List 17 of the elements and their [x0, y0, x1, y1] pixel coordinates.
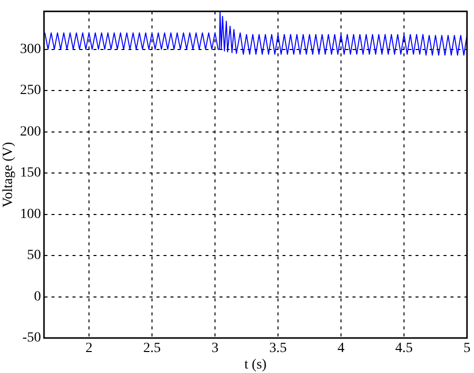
- y-tick-label: 0: [34, 289, 41, 304]
- y-tick-label: 250: [20, 83, 41, 98]
- x-tick-label: 2: [85, 341, 92, 356]
- x-tick-label: 5: [464, 341, 470, 356]
- y-axis-title: Voltage (V): [1, 142, 16, 208]
- x-tick-label: 2.5: [143, 341, 161, 356]
- x-tick-label: 4.5: [395, 341, 413, 356]
- y-tick-label: 100: [20, 206, 41, 222]
- y-tick-label: 300: [20, 42, 41, 58]
- y-tick-label: 150: [20, 166, 41, 181]
- x-tick-label: 3: [211, 341, 218, 356]
- y-tick-label: -50: [22, 330, 41, 346]
- x-tick-label: 4: [337, 341, 344, 356]
- x-axis-title: t (s): [244, 357, 267, 372]
- x-tick-label: 3.5: [269, 341, 287, 356]
- y-tick-label: 200: [20, 124, 41, 140]
- y-tick-label: 50: [27, 248, 41, 264]
